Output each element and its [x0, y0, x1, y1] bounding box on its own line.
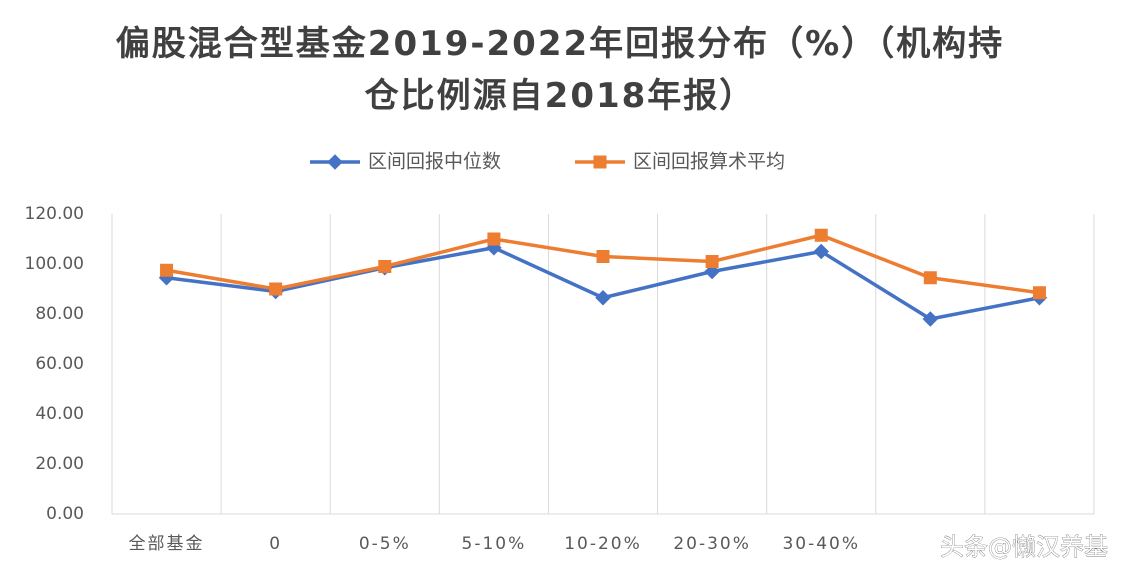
series-line: [166, 233, 1040, 295]
marker-square: [487, 232, 501, 246]
marker-square: [160, 263, 174, 277]
marker-diamond: [922, 311, 939, 327]
watermark: 头条@懒汉养基: [940, 533, 1108, 561]
marker-square: [705, 255, 719, 268]
y-tick-label: 20.00: [35, 454, 84, 474]
y-tick-label: 100.00: [25, 254, 84, 274]
x-tick-label: 30-40%: [782, 534, 860, 554]
marker-diamond: [813, 243, 830, 260]
y-tick-label: 40.00: [35, 404, 84, 424]
y-tick-label: 120.00: [25, 204, 84, 224]
x-tick-label: 20-30%: [673, 534, 751, 554]
x-tick-label: 0: [269, 534, 282, 554]
legend-label: 区间回报中位数: [368, 151, 501, 173]
y-tick-label: 60.00: [35, 354, 84, 374]
x-tick-label: 全部基金: [129, 534, 205, 554]
y-tick-label: 80.00: [35, 304, 84, 324]
marker-square: [269, 282, 283, 296]
marker-diamond: [595, 289, 611, 306]
legend-marker: [327, 154, 343, 170]
y-tick-label: 0.00: [46, 504, 84, 524]
marker-square: [1032, 286, 1046, 300]
marker-square: [923, 271, 937, 285]
legend-marker: [593, 155, 607, 169]
marker-square: [814, 228, 828, 242]
marker-square: [596, 250, 610, 263]
marker-square: [378, 260, 392, 273]
x-tick-label: 10-20%: [564, 534, 642, 554]
legend-label: 区间回报算术平均: [633, 151, 785, 173]
chart-title: 偏股混合型基金2019-2022年回报分布（%）（机构持仓比例源自2018年报）: [115, 24, 1005, 116]
x-tick-label: 0-5%: [359, 534, 411, 554]
x-tick-label: 5-10%: [462, 534, 527, 554]
